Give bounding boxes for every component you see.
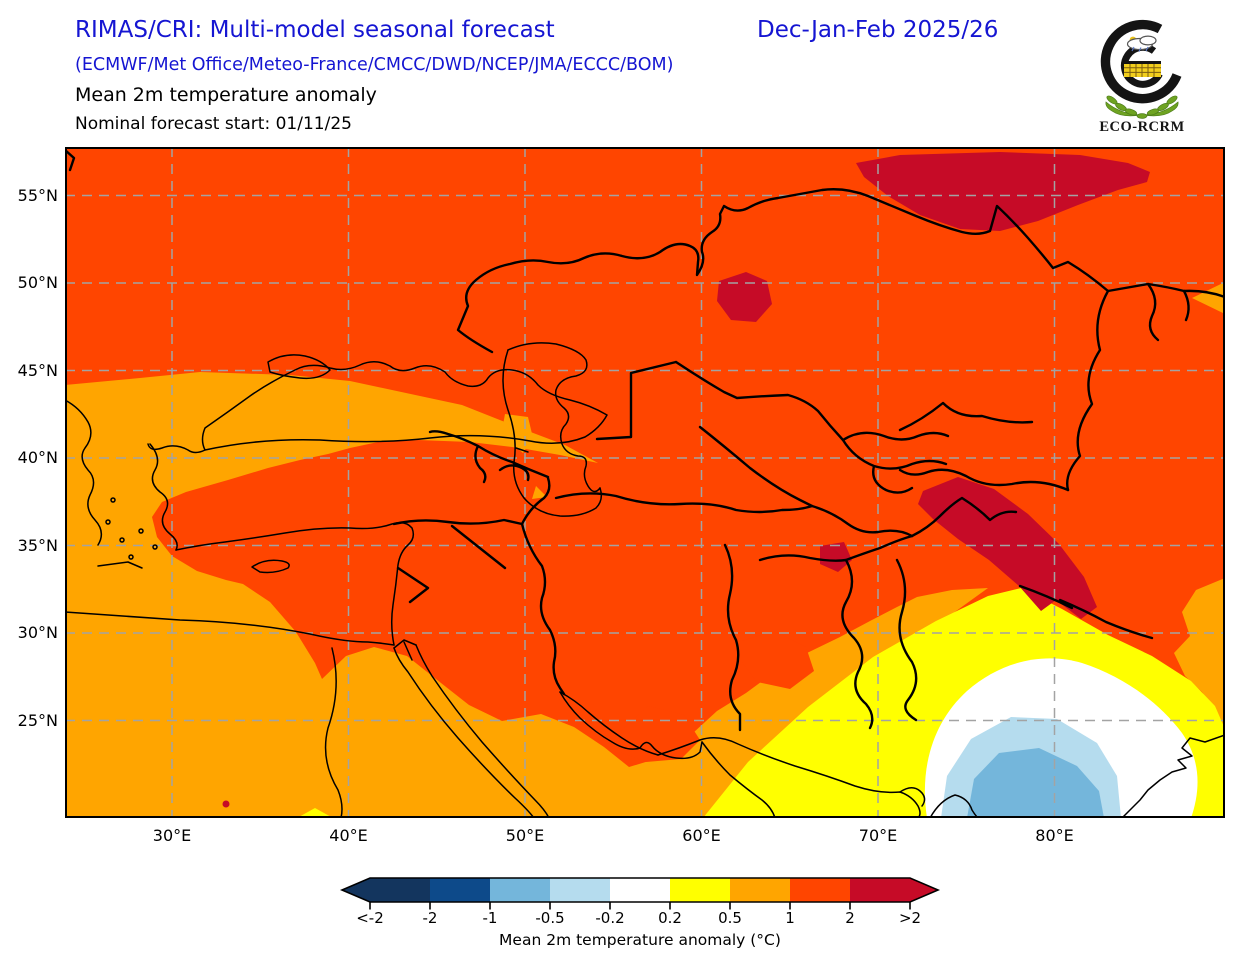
country-borders	[65, 148, 1225, 732]
lon-tick-label: 60°E	[682, 826, 721, 845]
coastlines	[65, 342, 1225, 818]
colorbar-segment	[490, 878, 550, 902]
logo-cloud-icon	[1126, 35, 1157, 52]
lon-tick-label: 80°E	[1035, 826, 1074, 845]
anomaly-core-india-steelblue	[967, 748, 1104, 818]
colorbar-tick-label: -1	[482, 909, 498, 927]
lat-tick-label: 30°N	[17, 623, 58, 642]
colorbar-left-arrow	[342, 878, 370, 902]
anomaly-region-southwest-0.5-to-1	[65, 372, 988, 818]
logo-field-icon	[1124, 61, 1161, 77]
colorbar	[339, 877, 941, 910]
colorbar-caption: Mean 2m temperature anomaly (°C)	[499, 931, 781, 949]
lat-tick-label: 45°N	[17, 360, 58, 380]
logo-text: ECO-RCRM	[1099, 119, 1184, 135]
lon-tick-label: 50°E	[505, 826, 545, 845]
page-title: RIMAS/CRI: Multi-model seasonal forecast	[75, 17, 555, 43]
anomaly-spot-50n-crimson	[717, 272, 772, 322]
lat-tick-label: 35°N	[17, 535, 58, 555]
colorbar-tick-label: 1	[785, 909, 795, 927]
colorbar-segment	[790, 878, 850, 902]
variable-label: Mean 2m temperature anomaly	[75, 84, 377, 106]
anomaly-patch-nkazakh-crimson	[856, 152, 1150, 231]
lon-tick-label: 70°E	[858, 826, 898, 845]
colorbar-segment	[550, 878, 610, 902]
anomaly-patch-afghan-orangered	[742, 631, 814, 689]
anomaly-patch-bottom-yellow	[297, 808, 333, 818]
colorbar-segment	[430, 878, 490, 902]
logo-leaves-icon	[1105, 95, 1179, 119]
colorbar-segment	[370, 878, 430, 902]
lat-tick-label: 25°N	[17, 710, 58, 730]
colorbar-segment	[850, 878, 910, 902]
colorbar-tick-label: 0.2	[658, 909, 682, 927]
colorbar-ticks	[369, 902, 911, 910]
anomaly-dot-crimson	[222, 800, 230, 808]
eco-rcrm-logo: ECO-RCRM	[1099, 19, 1184, 135]
colorbar-segments	[370, 878, 910, 902]
lat-tick-label: 40°N	[17, 448, 58, 467]
lon-tick-label: 30°E	[152, 826, 192, 845]
colorbar-tick-label: 2	[845, 909, 855, 927]
colorbar-tick-label: >2	[898, 909, 922, 927]
colorbar-tick-label: 0.5	[718, 909, 742, 927]
graticule-gridlines	[65, 147, 1225, 818]
lat-tick-label: 50°N	[17, 273, 58, 292]
anomaly-patch-east-edge-orange-32n	[1174, 578, 1225, 734]
colorbar-segment	[730, 878, 790, 902]
forecast-map	[65, 147, 1225, 818]
anomaly-patch-caspian-orange-triangle	[532, 486, 547, 499]
colorbar-tick-label: <-2	[356, 909, 384, 927]
colorbar-tick-label: -0.5	[535, 909, 565, 927]
lat-tick-label: 55°N	[17, 185, 58, 205]
colorbar-tick-label: -0.2	[595, 909, 625, 927]
anomaly-spot-afghan-crimson	[820, 542, 852, 572]
forecast-season-label: Dec-Jan-Feb 2025/26	[757, 17, 999, 43]
colorbar-right-arrow	[910, 878, 938, 902]
colorbar-segment	[670, 878, 730, 902]
model-list-subtitle: (ECMWF/Met Office/Meteo-France/CMCC/DWD/…	[75, 55, 674, 75]
map-frame	[65, 147, 1225, 818]
anomaly-band-karakoram-crimson	[918, 477, 1097, 619]
lon-tick-label: 40°E	[329, 826, 368, 845]
colorbar-segment	[610, 878, 670, 902]
colorbar-tick-label: -2	[422, 909, 438, 927]
anomaly-patch-east-edge-orange-49n	[1192, 282, 1225, 314]
forecast-start-label: Nominal forecast start: 01/11/25	[75, 114, 352, 134]
